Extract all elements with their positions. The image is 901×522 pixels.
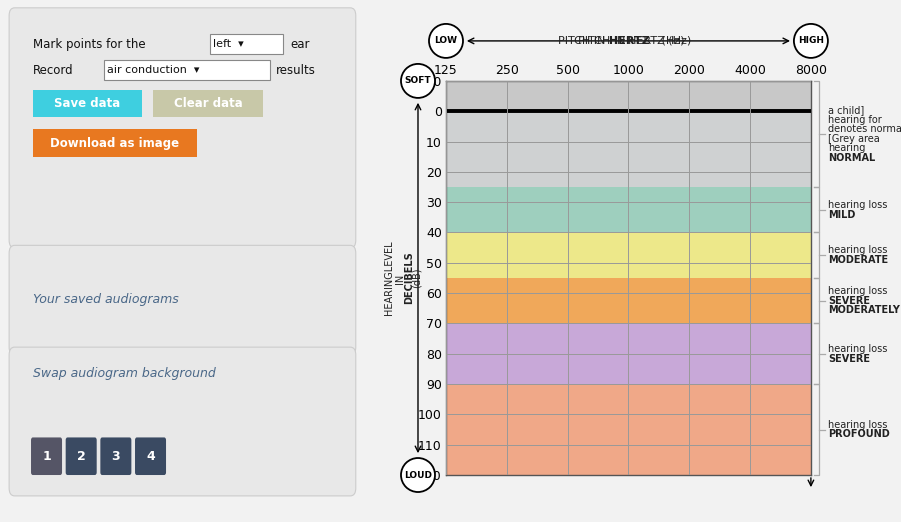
FancyBboxPatch shape bbox=[210, 34, 283, 54]
Text: hearing loss: hearing loss bbox=[828, 420, 887, 430]
Text: 3: 3 bbox=[112, 450, 120, 462]
FancyBboxPatch shape bbox=[135, 437, 166, 475]
Bar bbox=[446, 111, 811, 187]
Text: SOFT: SOFT bbox=[405, 76, 432, 86]
Text: HIGH: HIGH bbox=[798, 37, 824, 45]
Bar bbox=[446, 187, 811, 232]
FancyBboxPatch shape bbox=[9, 8, 356, 248]
FancyBboxPatch shape bbox=[100, 437, 132, 475]
Text: hearing for: hearing for bbox=[828, 115, 882, 125]
Text: MODERATE: MODERATE bbox=[828, 255, 888, 265]
FancyBboxPatch shape bbox=[66, 437, 96, 475]
Text: PITCH IN: PITCH IN bbox=[578, 36, 629, 46]
Text: LOUD: LOUD bbox=[404, 470, 432, 480]
Text: a child]: a child] bbox=[828, 105, 864, 115]
Text: 4: 4 bbox=[146, 450, 155, 462]
Text: (Hz): (Hz) bbox=[659, 36, 685, 46]
Circle shape bbox=[794, 24, 828, 58]
Bar bbox=[446, 278, 811, 324]
Circle shape bbox=[401, 64, 435, 98]
Text: ear: ear bbox=[290, 38, 310, 51]
Text: left  ▾: left ▾ bbox=[213, 39, 243, 50]
Text: SEVERE: SEVERE bbox=[828, 353, 869, 363]
Bar bbox=[446, 324, 811, 384]
Text: (dB): (dB) bbox=[412, 268, 422, 288]
Text: Save data: Save data bbox=[54, 98, 121, 110]
Text: Your saved audiograms: Your saved audiograms bbox=[32, 293, 178, 305]
Text: DECIBELS: DECIBELS bbox=[404, 252, 414, 304]
Text: LOW: LOW bbox=[434, 37, 458, 45]
Bar bbox=[446, 384, 811, 475]
FancyBboxPatch shape bbox=[9, 347, 356, 496]
Text: [Grey area: [Grey area bbox=[828, 134, 879, 144]
FancyBboxPatch shape bbox=[31, 437, 62, 475]
Text: HERTZ (Hz): HERTZ (Hz) bbox=[629, 36, 692, 46]
Text: MILD: MILD bbox=[828, 209, 855, 220]
Text: PITCH IN: PITCH IN bbox=[558, 36, 608, 46]
Text: hearing loss: hearing loss bbox=[828, 286, 887, 296]
Text: Record: Record bbox=[32, 64, 74, 77]
Bar bbox=[446, 81, 811, 187]
Bar bbox=[446, 232, 811, 278]
Text: hearing loss: hearing loss bbox=[828, 245, 887, 255]
Text: PROFOUND: PROFOUND bbox=[828, 429, 889, 440]
Text: results: results bbox=[276, 64, 315, 77]
Text: hearing: hearing bbox=[828, 143, 865, 153]
FancyBboxPatch shape bbox=[104, 60, 270, 80]
Text: HERTZ: HERTZ bbox=[609, 36, 651, 46]
Text: hearing loss: hearing loss bbox=[828, 200, 887, 210]
Text: SEVERE: SEVERE bbox=[828, 295, 869, 306]
Text: Mark points for the: Mark points for the bbox=[32, 38, 145, 51]
FancyBboxPatch shape bbox=[153, 90, 263, 117]
FancyBboxPatch shape bbox=[32, 90, 142, 117]
Text: 1: 1 bbox=[42, 450, 50, 462]
Text: HEARINGLEVEL: HEARINGLEVEL bbox=[384, 241, 394, 315]
Circle shape bbox=[401, 458, 435, 492]
Circle shape bbox=[429, 24, 463, 58]
Text: 2: 2 bbox=[77, 450, 86, 462]
FancyBboxPatch shape bbox=[32, 129, 197, 157]
Text: IN: IN bbox=[396, 271, 406, 284]
Text: NORMAL: NORMAL bbox=[828, 153, 875, 163]
Text: Download as image: Download as image bbox=[50, 137, 179, 149]
Text: hearing loss: hearing loss bbox=[828, 344, 887, 354]
Text: Clear data: Clear data bbox=[174, 98, 242, 110]
Text: MODERATELY: MODERATELY bbox=[828, 305, 900, 315]
Text: denotes normal: denotes normal bbox=[828, 124, 901, 134]
Text: Swap audiogram background: Swap audiogram background bbox=[32, 367, 215, 379]
Text: air conduction  ▾: air conduction ▾ bbox=[107, 65, 199, 75]
FancyBboxPatch shape bbox=[9, 245, 356, 355]
